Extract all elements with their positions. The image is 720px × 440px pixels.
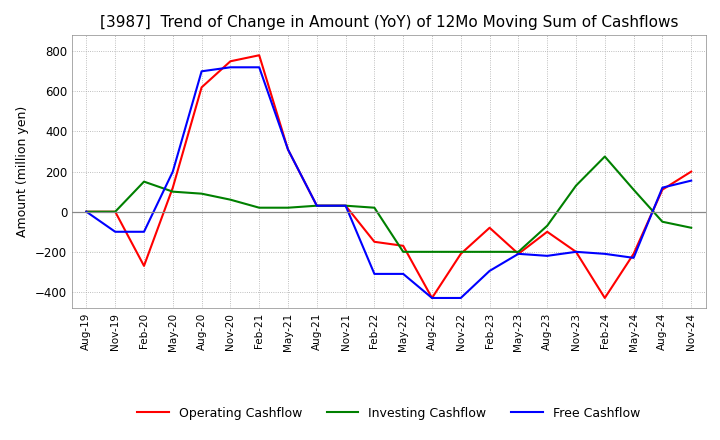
Free Cashflow bbox=[168, 169, 177, 174]
Operating Cashflow bbox=[255, 53, 264, 58]
Free Cashflow bbox=[485, 268, 494, 274]
Free Cashflow bbox=[255, 65, 264, 70]
Operating Cashflow bbox=[485, 225, 494, 231]
Title: [3987]  Trend of Change in Amount (YoY) of 12Mo Moving Sum of Cashflows: [3987] Trend of Change in Amount (YoY) o… bbox=[99, 15, 678, 30]
Free Cashflow bbox=[82, 209, 91, 214]
Operating Cashflow bbox=[543, 229, 552, 235]
Investing Cashflow bbox=[255, 205, 264, 210]
Free Cashflow bbox=[284, 147, 292, 152]
Investing Cashflow bbox=[399, 249, 408, 254]
Investing Cashflow bbox=[514, 249, 523, 254]
Operating Cashflow bbox=[140, 263, 148, 268]
Free Cashflow bbox=[629, 255, 638, 260]
Free Cashflow bbox=[312, 203, 321, 208]
Free Cashflow bbox=[687, 178, 696, 183]
Investing Cashflow bbox=[312, 203, 321, 208]
Investing Cashflow bbox=[140, 179, 148, 184]
Operating Cashflow bbox=[82, 209, 91, 214]
Free Cashflow bbox=[658, 185, 667, 190]
Free Cashflow bbox=[543, 253, 552, 258]
Free Cashflow bbox=[341, 203, 350, 208]
Investing Cashflow bbox=[111, 209, 120, 214]
Operating Cashflow bbox=[658, 187, 667, 192]
Operating Cashflow bbox=[197, 85, 206, 90]
Free Cashflow bbox=[428, 295, 436, 301]
Operating Cashflow bbox=[399, 243, 408, 249]
Line: Investing Cashflow: Investing Cashflow bbox=[86, 157, 691, 252]
Free Cashflow bbox=[370, 271, 379, 276]
Investing Cashflow bbox=[600, 154, 609, 159]
Investing Cashflow bbox=[658, 219, 667, 224]
Free Cashflow bbox=[514, 251, 523, 257]
Investing Cashflow bbox=[370, 205, 379, 210]
Free Cashflow bbox=[456, 295, 465, 301]
Legend: Operating Cashflow, Investing Cashflow, Free Cashflow: Operating Cashflow, Investing Cashflow, … bbox=[132, 402, 645, 425]
Free Cashflow bbox=[226, 65, 235, 70]
Operating Cashflow bbox=[370, 239, 379, 245]
Operating Cashflow bbox=[312, 203, 321, 208]
Free Cashflow bbox=[197, 69, 206, 74]
Investing Cashflow bbox=[485, 249, 494, 254]
Investing Cashflow bbox=[687, 225, 696, 231]
Operating Cashflow bbox=[514, 251, 523, 257]
Investing Cashflow bbox=[197, 191, 206, 196]
Operating Cashflow bbox=[629, 251, 638, 257]
Operating Cashflow bbox=[600, 295, 609, 301]
Free Cashflow bbox=[399, 271, 408, 276]
Investing Cashflow bbox=[572, 183, 580, 188]
Investing Cashflow bbox=[226, 197, 235, 202]
Operating Cashflow bbox=[456, 251, 465, 257]
Investing Cashflow bbox=[168, 189, 177, 194]
Investing Cashflow bbox=[341, 203, 350, 208]
Operating Cashflow bbox=[111, 209, 120, 214]
Free Cashflow bbox=[140, 229, 148, 235]
Investing Cashflow bbox=[428, 249, 436, 254]
Y-axis label: Amount (million yen): Amount (million yen) bbox=[17, 106, 30, 237]
Operating Cashflow bbox=[687, 169, 696, 174]
Free Cashflow bbox=[600, 251, 609, 257]
Investing Cashflow bbox=[543, 223, 552, 228]
Investing Cashflow bbox=[82, 209, 91, 214]
Free Cashflow bbox=[572, 249, 580, 254]
Operating Cashflow bbox=[572, 249, 580, 254]
Line: Free Cashflow: Free Cashflow bbox=[86, 67, 691, 298]
Operating Cashflow bbox=[341, 203, 350, 208]
Operating Cashflow bbox=[168, 185, 177, 190]
Investing Cashflow bbox=[629, 187, 638, 192]
Free Cashflow bbox=[111, 229, 120, 235]
Operating Cashflow bbox=[428, 295, 436, 301]
Operating Cashflow bbox=[284, 147, 292, 152]
Line: Operating Cashflow: Operating Cashflow bbox=[86, 55, 691, 298]
Operating Cashflow bbox=[226, 59, 235, 64]
Investing Cashflow bbox=[456, 249, 465, 254]
Investing Cashflow bbox=[284, 205, 292, 210]
